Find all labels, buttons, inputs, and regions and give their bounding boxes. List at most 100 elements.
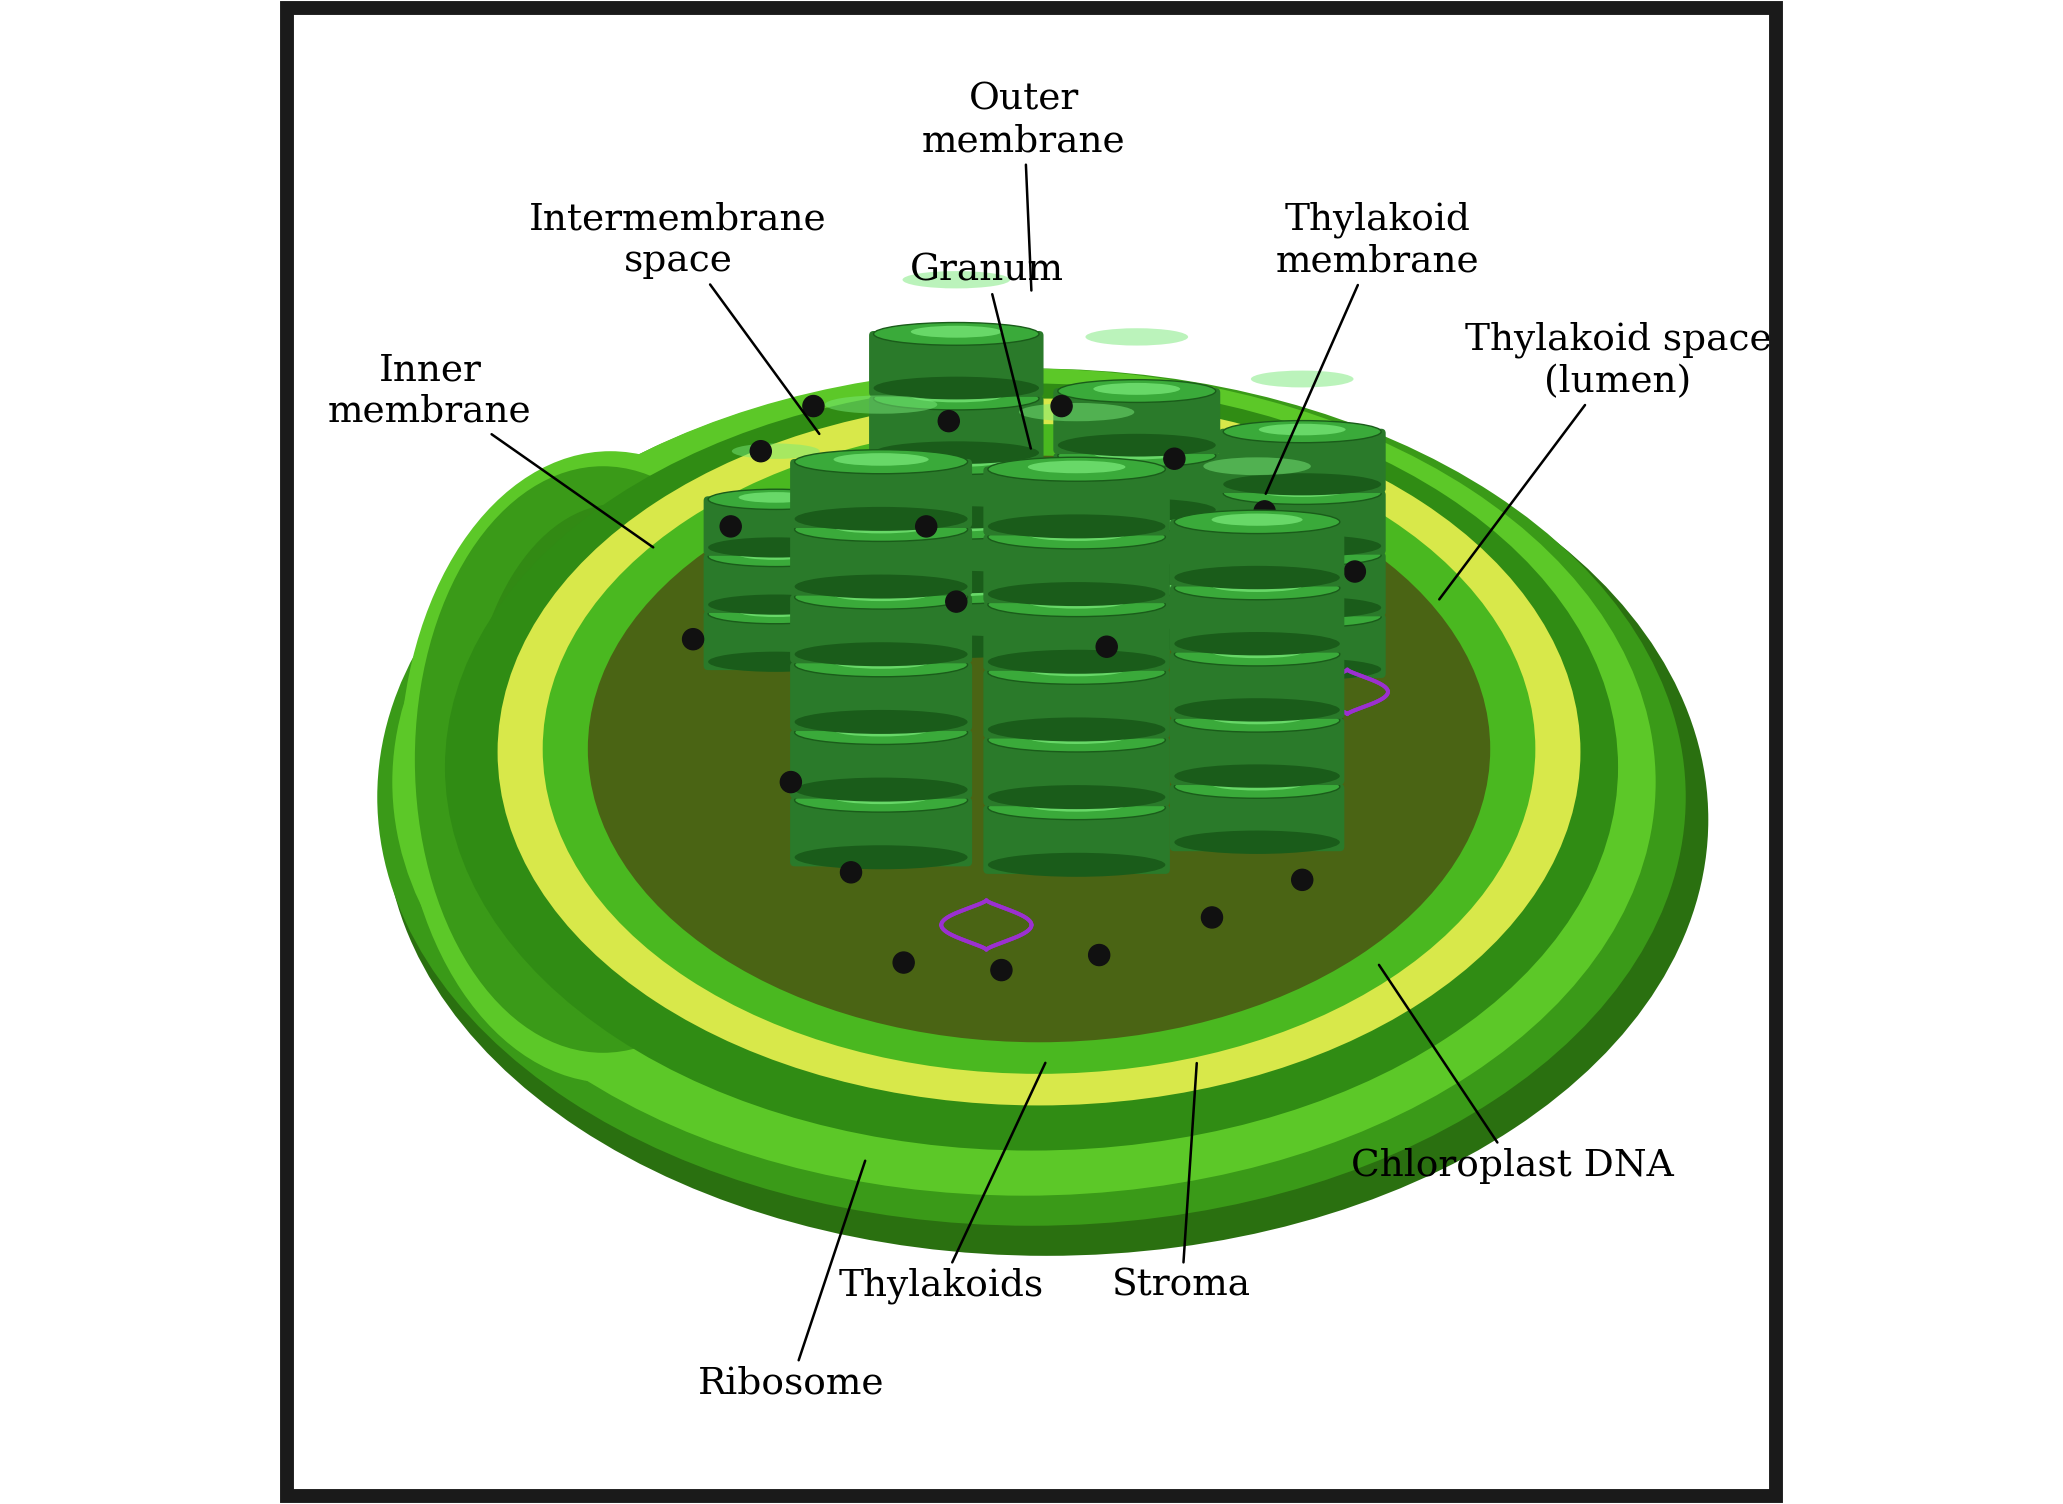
Ellipse shape [988,582,1166,606]
Ellipse shape [910,326,1003,338]
Ellipse shape [1085,328,1188,346]
Ellipse shape [988,728,1166,752]
Text: Chloroplast DNA: Chloroplast DNA [1351,966,1675,1184]
Ellipse shape [794,778,968,802]
Ellipse shape [833,453,928,466]
Ellipse shape [708,489,844,510]
FancyBboxPatch shape [984,669,1170,738]
FancyBboxPatch shape [703,553,848,614]
Ellipse shape [1027,596,1126,609]
Circle shape [990,960,1013,981]
FancyBboxPatch shape [869,331,1044,397]
Ellipse shape [988,853,1166,877]
Ellipse shape [902,271,1011,289]
Ellipse shape [988,785,1166,809]
Circle shape [1322,711,1343,732]
FancyBboxPatch shape [1219,614,1386,678]
FancyBboxPatch shape [984,466,1170,535]
Ellipse shape [873,505,1040,529]
Ellipse shape [1174,510,1339,534]
FancyBboxPatch shape [790,797,972,866]
Circle shape [1089,945,1110,966]
Ellipse shape [1258,547,1345,558]
Ellipse shape [794,450,968,474]
Circle shape [893,952,914,973]
Ellipse shape [543,424,1535,1074]
Ellipse shape [708,603,844,624]
Ellipse shape [1058,562,1215,587]
Ellipse shape [1223,659,1382,680]
FancyBboxPatch shape [1170,519,1345,587]
Ellipse shape [1058,627,1215,651]
Circle shape [1254,501,1275,522]
FancyBboxPatch shape [790,526,972,596]
Ellipse shape [794,507,968,531]
FancyBboxPatch shape [1219,490,1386,555]
FancyBboxPatch shape [1170,717,1345,785]
Circle shape [1164,448,1184,469]
Circle shape [945,591,968,612]
Ellipse shape [1027,731,1126,744]
Ellipse shape [833,588,928,602]
Ellipse shape [1174,698,1339,722]
Ellipse shape [833,656,928,669]
Ellipse shape [708,537,844,558]
Ellipse shape [1258,424,1345,435]
Ellipse shape [1093,578,1180,590]
Ellipse shape [446,384,1617,1151]
FancyBboxPatch shape [1054,517,1219,584]
Text: Outer
membrane: Outer membrane [922,81,1126,290]
FancyBboxPatch shape [1219,429,1386,493]
Text: Intermembrane
space: Intermembrane space [530,202,827,435]
Ellipse shape [392,368,1657,1196]
Ellipse shape [1223,535,1382,556]
Ellipse shape [739,606,813,617]
Ellipse shape [873,635,1040,659]
FancyBboxPatch shape [790,459,972,528]
FancyBboxPatch shape [1054,453,1219,519]
Ellipse shape [708,546,844,567]
Circle shape [840,862,862,883]
Ellipse shape [415,466,790,1053]
Ellipse shape [1027,460,1126,474]
Ellipse shape [988,650,1166,674]
Circle shape [1050,396,1073,417]
Ellipse shape [1058,433,1215,457]
Circle shape [751,441,772,462]
Text: Stroma: Stroma [1112,1063,1252,1304]
Ellipse shape [988,457,1166,481]
Ellipse shape [1174,576,1339,600]
Ellipse shape [910,585,1003,597]
Ellipse shape [1258,486,1345,496]
Ellipse shape [1174,642,1339,666]
Ellipse shape [400,451,821,1083]
Ellipse shape [873,322,1040,346]
Ellipse shape [873,387,1040,411]
Circle shape [1095,636,1118,657]
FancyBboxPatch shape [984,534,1170,603]
FancyBboxPatch shape [869,460,1044,526]
Circle shape [916,516,937,537]
Ellipse shape [1211,778,1302,791]
Ellipse shape [1174,708,1339,732]
Ellipse shape [873,451,1040,475]
Ellipse shape [833,520,928,534]
FancyBboxPatch shape [790,662,972,731]
Circle shape [1201,907,1223,928]
Ellipse shape [1174,764,1339,788]
Ellipse shape [833,791,928,805]
Ellipse shape [794,575,968,599]
Ellipse shape [1211,711,1302,725]
Ellipse shape [833,723,928,737]
Ellipse shape [988,514,1166,538]
Circle shape [939,411,959,432]
FancyBboxPatch shape [1170,784,1345,851]
Ellipse shape [1058,573,1215,597]
Ellipse shape [1027,528,1126,541]
Text: Inner
membrane: Inner membrane [328,352,654,547]
Ellipse shape [794,642,968,666]
FancyBboxPatch shape [790,729,972,799]
Circle shape [683,629,703,650]
Ellipse shape [1027,799,1126,812]
Ellipse shape [1223,544,1382,566]
